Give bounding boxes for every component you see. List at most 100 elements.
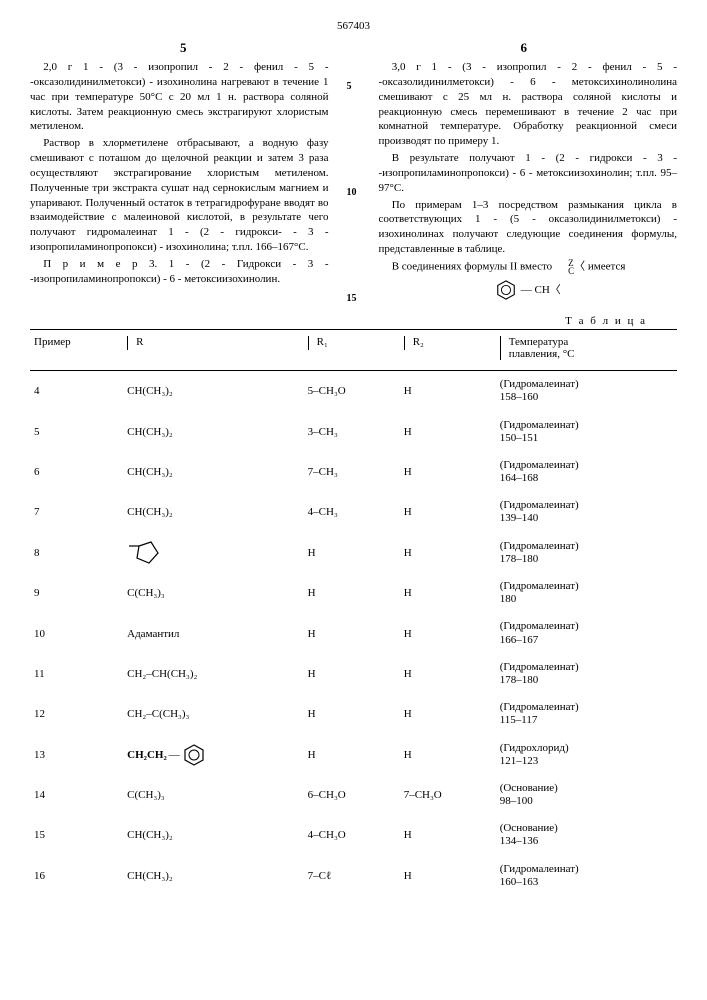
cell-r: C(CH₃)₃: [123, 573, 304, 613]
cell-r: CH(CH₃)₂: [123, 412, 304, 452]
cell-r: CH(CH₃)₂: [123, 856, 304, 896]
left-p2: Раствор в хлорметилене отбрасывают, а во…: [30, 136, 329, 255]
left-p3: П р и м е р 3. 1 - (2 - Гидрокси - 3 - -…: [30, 257, 329, 287]
th-r: R: [123, 330, 304, 371]
cell-r2: 7–CH₃O: [400, 775, 496, 815]
cell-mp: (Гидромалеинат)158–160: [496, 371, 677, 412]
page-numbers: 5 6: [30, 40, 677, 56]
cell-r: C(CH₃)₃: [123, 775, 304, 815]
th-example: Пример: [30, 330, 123, 371]
cell-r2: H: [400, 613, 496, 653]
page-left: 5: [180, 40, 187, 56]
page-right: 6: [521, 40, 528, 56]
cell-r: CH(CH₃)₂: [123, 371, 304, 412]
cell-mp: (Гидромалеинат)178–180: [496, 654, 677, 694]
cell-r1: H: [304, 573, 400, 613]
phenyl-ch-fragment: — CH〈: [379, 279, 678, 301]
cell-n: 9: [30, 573, 123, 613]
table-row: 5CH(CH₃)₂3–CH₃H(Гидромалеинат)150–151: [30, 412, 677, 452]
table-row: 11CH₂–CH(CH₃)₂HH(Гидромалеинат)178–180: [30, 654, 677, 694]
table-row: 4CH(CH₃)₂5–CH₃OH(Гидромалеинат)158–160: [30, 371, 677, 412]
cell-n: 12: [30, 694, 123, 734]
cell-r: CH₂CH₂ —: [123, 735, 304, 775]
text-columns: 2,0 г 1 - (3 - изопропил - 2 - фенил - 5…: [30, 60, 677, 305]
table-row: 10АдамантилHH(Гидромалеинат)166–167: [30, 613, 677, 653]
patent-number: 567403: [30, 20, 677, 32]
compounds-table: Пример R R₁ R₂ Температураплавления, °С …: [30, 329, 677, 896]
cell-mp: (Гидромалеинат)150–151: [496, 412, 677, 452]
cell-r1: H: [304, 533, 400, 573]
cell-r1: 5–CH₃O: [304, 371, 400, 412]
cell-r1: 4–CH₃: [304, 492, 400, 532]
line-15: 15: [347, 292, 361, 306]
right-column: 3,0 г 1 - (3 - изопропил - 2 - фенил - 5…: [379, 60, 678, 305]
cell-mp: (Гидромалеинат)180: [496, 573, 677, 613]
cell-r2: H: [400, 452, 496, 492]
cell-r: CH₂–CH(CH₃)₂: [123, 654, 304, 694]
table-row: 7CH(CH₃)₂4–CH₃H(Гидромалеинат)139–140: [30, 492, 677, 532]
cell-r1: H: [304, 694, 400, 734]
cell-r2: H: [400, 815, 496, 855]
left-p1: 2,0 г 1 - (3 - изопропил - 2 - фенил - 5…: [30, 60, 329, 134]
cell-n: 14: [30, 775, 123, 815]
cell-r2: H: [400, 412, 496, 452]
cell-r1: 7–CH₃: [304, 452, 400, 492]
cell-r2: H: [400, 371, 496, 412]
cell-r1: 6–CH₃O: [304, 775, 400, 815]
right-p2: В результате получают 1 - (2 - гидрокси …: [379, 151, 678, 196]
line-5: 5: [347, 80, 361, 94]
cell-mp: (Основание)134–136: [496, 815, 677, 855]
cell-r2: H: [400, 492, 496, 532]
cell-r: [123, 533, 304, 573]
cell-r: CH(CH₃)₂: [123, 452, 304, 492]
cell-mp: (Гидромалеинат)164–168: [496, 452, 677, 492]
cell-mp: (Основание)98–100: [496, 775, 677, 815]
cell-n: 11: [30, 654, 123, 694]
th-r2: R₂: [400, 330, 496, 371]
cell-n: 13: [30, 735, 123, 775]
cell-mp: (Гидромалеинат)115–117: [496, 694, 677, 734]
cell-r: CH(CH₃)₂: [123, 815, 304, 855]
cell-mp: (Гидромалеинат)178–180: [496, 533, 677, 573]
p4a: В соединениях формулы II вместо: [392, 261, 555, 273]
cell-r1: H: [304, 654, 400, 694]
right-p4: В соединениях формулы II вместо Z C 〈 им…: [379, 259, 678, 275]
cell-r1: H: [304, 613, 400, 653]
cell-n: 8: [30, 533, 123, 573]
right-p1: 3,0 г 1 - (3 - изопропил - 2 - фенил - 5…: [379, 60, 678, 149]
cell-r2: H: [400, 573, 496, 613]
table-row: 15CH(CH₃)₂4–CH₃OH(Основание)134–136: [30, 815, 677, 855]
table-row: 9C(CH₃)₃HH(Гидромалеинат)180: [30, 573, 677, 613]
th-mp: Температураплавления, °С: [496, 330, 677, 371]
cell-mp: (Гидромалеинат)139–140: [496, 492, 677, 532]
table-row: 6CH(CH₃)₂7–CH₃H(Гидромалеинат)164–168: [30, 452, 677, 492]
cell-r1: H: [304, 735, 400, 775]
c: C: [555, 267, 574, 275]
cell-r1: 7–Cℓ: [304, 856, 400, 896]
cell-r1: 3–CH₃: [304, 412, 400, 452]
cell-r: Адамантил: [123, 613, 304, 653]
table-row: 13CH₂CH₂ — HH(Гидрохлорид)121–123: [30, 735, 677, 775]
cell-n: 4: [30, 371, 123, 412]
cell-r2: H: [400, 694, 496, 734]
cell-n: 16: [30, 856, 123, 896]
cell-mp: (Гидромалеинат)160–163: [496, 856, 677, 896]
th-r1: R₁: [304, 330, 400, 371]
ch-label: — CH〈: [521, 283, 561, 298]
right-p3: По примерам 1–3 посредством размыкания ц…: [379, 198, 678, 257]
benzene-icon: [495, 279, 517, 301]
cell-n: 10: [30, 613, 123, 653]
cell-mp: (Гидромалеинат)166–167: [496, 613, 677, 653]
cell-n: 6: [30, 452, 123, 492]
cell-n: 15: [30, 815, 123, 855]
cell-n: 7: [30, 492, 123, 532]
table-label: Т а б л и ц а: [30, 315, 677, 327]
left-column: 2,0 г 1 - (3 - изопропил - 2 - фенил - 5…: [30, 60, 329, 305]
cell-r: CH₂–C(CH₃)₃: [123, 694, 304, 734]
cell-r2: H: [400, 856, 496, 896]
table-header-row: Пример R R₁ R₂ Температураплавления, °С: [30, 330, 677, 371]
cell-r2: H: [400, 533, 496, 573]
line-markers: 5 10 15: [347, 60, 361, 305]
p4b: имеется: [588, 261, 626, 273]
table-row: 14C(CH₃)₃6–CH₃O7–CH₃O(Основание)98–100: [30, 775, 677, 815]
